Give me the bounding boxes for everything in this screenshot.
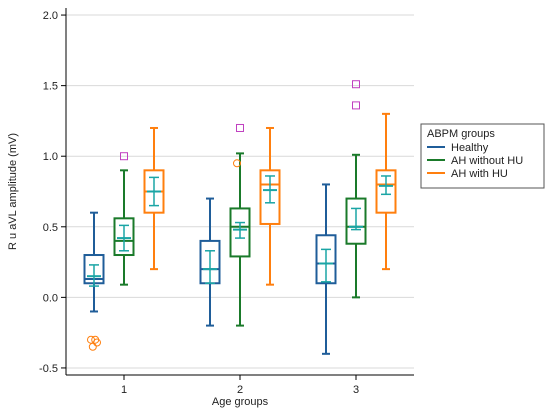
- box-group: [113, 169, 135, 286]
- y-tick-label: 0.5: [43, 222, 58, 234]
- box-group: [143, 126, 165, 271]
- legend-label: AH without HU: [451, 155, 523, 167]
- outlier-point: [91, 335, 100, 344]
- box-group: [259, 126, 281, 286]
- box-group: [345, 153, 367, 299]
- series-ah-without-hu: [113, 152, 367, 327]
- y-tick-label: 1.0: [43, 151, 58, 163]
- far-outlier-point: [352, 80, 360, 89]
- x-tick-label: 1: [121, 384, 127, 396]
- box-group: [375, 112, 397, 271]
- x-tick-label: 2: [237, 384, 243, 396]
- x-tick-label: 3: [353, 384, 359, 396]
- y-tick-label: 1.5: [43, 81, 58, 93]
- x-axis-title: Age groups: [212, 396, 269, 408]
- far-outlier-point: [352, 101, 360, 110]
- y-tick-label: -0.5: [39, 363, 58, 375]
- legend-label: Healthy: [451, 142, 489, 154]
- outlier-point: [88, 342, 97, 351]
- axes: -0.5 0.0 0.5 1.0 1.5 2.0 1 2 3: [39, 8, 414, 396]
- box-group: [229, 152, 251, 327]
- legend-title: ABPM groups: [427, 128, 495, 140]
- box-group: [83, 211, 105, 351]
- legend-frame: [420, 123, 545, 189]
- series-healthy: [83, 183, 337, 355]
- far-outlier-point: [120, 152, 128, 161]
- box-group: [199, 197, 221, 327]
- far-outlier-point: [236, 123, 244, 132]
- y-tick-label: 0.0: [43, 292, 58, 304]
- box-group: [315, 183, 337, 355]
- outlier-point: [233, 159, 241, 168]
- legend-label: AH with HU: [451, 168, 508, 180]
- box-series: [83, 80, 397, 355]
- y-axis-title: R u aVL amplitude (mV): [7, 133, 19, 250]
- y-tick-label: 2.0: [43, 10, 58, 22]
- series-ah-with-hu: [143, 112, 397, 286]
